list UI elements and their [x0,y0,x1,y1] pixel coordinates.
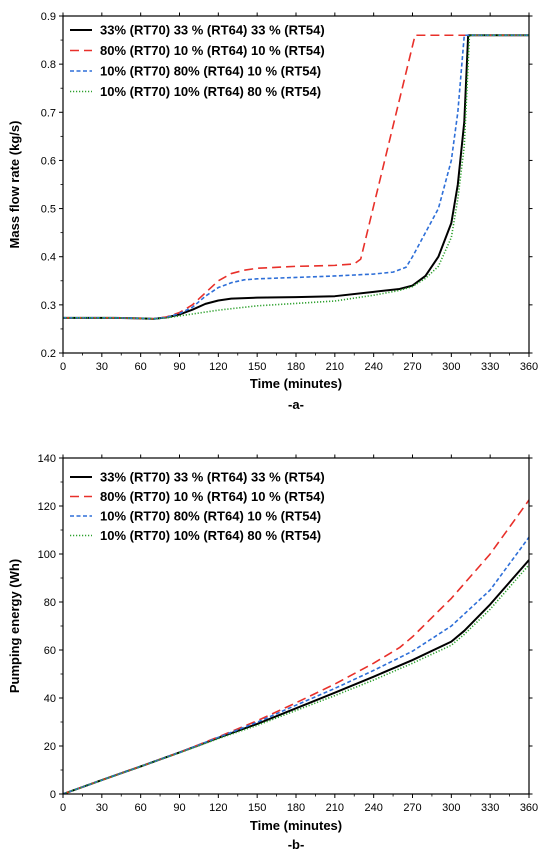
y-tick-label: 80 [44,597,56,609]
y-tick-label: 100 [38,549,56,561]
legend-label: 10% (RT70) 80% (RT64) 10 % (RT54) [100,64,321,79]
x-tick-label: 60 [135,361,147,373]
x-tick-label: 330 [481,361,499,373]
x-tick-label: 30 [96,802,108,814]
x-tick-label: 270 [403,361,421,373]
x-tick-label: 300 [442,361,460,373]
x-tick-label: 90 [173,361,185,373]
series-line [63,536,529,794]
legend-label: 80% (RT70) 10 % (RT64) 10 % (RT54) [100,489,325,504]
y-tick-label: 20 [44,741,56,753]
panel-label: -b- [288,837,305,852]
y-tick-label: 0.6 [41,155,56,167]
x-axis-title: Time (minutes) [250,818,342,833]
panel-label: -a- [288,397,304,412]
legend-label: 10% (RT70) 10% (RT64) 80 % (RT54) [100,528,321,543]
chart-panel: 0 30 60 90 120 150 180 210 240 270 300 330 360 0.2 0.3… [7,11,538,412]
x-tick-label: 240 [364,802,382,814]
y-axis-title: Pumping energy (Wh) [7,559,22,693]
legend: 33% (RT70) 33 % (RT64) 33 % (RT54) 80% (R… [70,470,325,543]
x-tick-label: 360 [520,802,538,814]
y-tick-label: 0.3 [41,300,56,312]
x-tick-label: 150 [248,361,266,373]
legend-label: 33% (RT70) 33 % (RT64) 33 % (RT54) [100,23,325,38]
series-line [63,559,529,794]
x-tick-label: 0 [60,802,66,814]
y-tick-label: 120 [38,501,56,513]
x-tick-label: 120 [209,802,227,814]
series-line [63,564,529,794]
x-tick-label: 180 [287,802,305,814]
x-tick-label: 90 [173,802,185,814]
x-tick-label: 180 [287,361,305,373]
legend-label: 33% (RT70) 33 % (RT64) 33 % (RT54) [100,470,325,485]
series-group [63,34,529,320]
legend: 33% (RT70) 33 % (RT64) 33 % (RT54) 80% (R… [70,23,325,99]
y-tick-label: 0.8 [41,59,56,71]
x-tick-label: 240 [364,361,382,373]
series-line [63,34,529,320]
x-tick-label: 210 [326,361,344,373]
chart-panel: 0 30 60 90 120 150 180 210 240 270 300 330 360 0 20 40 6… [7,453,538,852]
y-tick-label: 60 [44,645,56,657]
y-tick-label: 0.2 [41,348,56,360]
x-tick-label: 300 [442,802,460,814]
series-group [63,499,529,794]
series-line [63,34,529,320]
legend-label: 10% (RT70) 80% (RT64) 10 % (RT54) [100,509,321,524]
series-line [63,499,529,794]
x-axis-title: Time (minutes) [250,376,342,391]
legend-label: 10% (RT70) 10% (RT64) 80 % (RT54) [100,84,321,99]
y-tick-label: 0.7 [41,107,56,119]
legend-label: 80% (RT70) 10 % (RT64) 10 % (RT54) [100,43,325,58]
x-tick-label: 360 [520,361,538,373]
y-tick-label: 0.9 [41,11,56,23]
x-tick-label: 150 [248,802,266,814]
y-tick-label: 140 [38,453,56,465]
x-tick-label: 330 [481,802,499,814]
x-tick-label: 0 [60,361,66,373]
x-tick-label: 120 [209,361,227,373]
y-axis-title: Mass flow rate (kg/s) [7,121,22,249]
x-tick-label: 60 [135,802,147,814]
y-tick-label: 40 [44,693,56,705]
y-tick-label: 0 [50,789,56,801]
y-tick-label: 0.5 [41,204,56,216]
y-tick-label: 0.4 [41,252,56,264]
x-tick-label: 270 [403,802,421,814]
x-tick-label: 30 [96,361,108,373]
x-tick-label: 210 [326,802,344,814]
